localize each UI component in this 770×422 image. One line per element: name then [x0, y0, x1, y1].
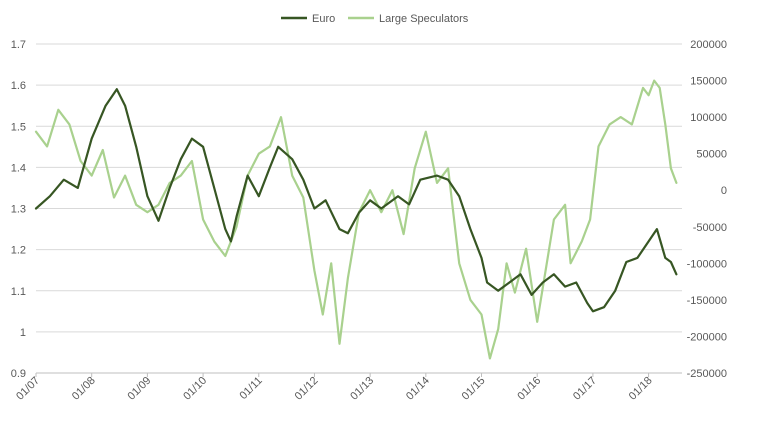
right-axis-ticks: 200000 150000 100000 50000 0 -50000 -100000 -15…: [687, 39, 727, 380]
x-tick-label: 01/15: [460, 375, 488, 403]
x-tick-label: 01/13: [348, 375, 376, 403]
right-tick-label: 100000: [690, 112, 727, 124]
grid-lines: [36, 43, 682, 374]
legend-label-large-speculators: Large Speculators: [379, 13, 469, 25]
x-tick-label: 01/18: [627, 375, 655, 403]
right-tick-label: -250000: [687, 368, 727, 380]
series-lines: [34, 79, 678, 360]
left-tick-label: 1.2: [11, 245, 26, 257]
legend-label-euro: Euro: [312, 13, 335, 25]
x-tick-label: 01/08: [70, 375, 98, 403]
right-tick-label: -200000: [687, 331, 727, 343]
series-line-large-speculators: [34, 79, 678, 360]
right-tick-label: 150000: [690, 76, 727, 88]
left-tick-label: 1.1: [11, 286, 26, 298]
x-tick-label: 01/14: [404, 375, 432, 403]
x-tick-label: 01/09: [126, 375, 154, 403]
right-tick-label: -50000: [693, 222, 727, 234]
right-tick-label: 200000: [690, 39, 727, 51]
x-tick-label: 01/17: [571, 375, 599, 403]
legend: Euro Large Speculators: [281, 13, 469, 25]
right-tick-label: -150000: [687, 295, 727, 307]
left-tick-label: 0.9: [11, 368, 26, 380]
left-axis-ticks: 1.7 1.6 1.5 1.4 1.3 1.2 1.1 1 0.9: [11, 39, 26, 380]
left-tick-label: 1: [20, 327, 26, 339]
left-tick-label: 1.7: [11, 39, 26, 51]
right-tick-label: 0: [721, 185, 727, 197]
left-tick-label: 1.4: [11, 162, 26, 174]
right-tick-label: -100000: [687, 258, 727, 270]
right-tick-label: 50000: [696, 149, 727, 161]
x-tick-label: 01/11: [238, 375, 265, 402]
series-line-euro: [34, 88, 678, 313]
x-axis-ticks: 01/07 01/08 01/09 01/10 01/11 01/12 01/13 01/14…: [14, 373, 655, 403]
x-tick-label: 01/10: [181, 375, 209, 403]
left-tick-label: 1.6: [11, 80, 26, 92]
x-tick-label: 01/16: [515, 375, 543, 403]
left-tick-label: 1.5: [11, 121, 26, 133]
left-tick-label: 1.3: [11, 204, 26, 216]
x-tick-label: 01/12: [293, 375, 321, 403]
